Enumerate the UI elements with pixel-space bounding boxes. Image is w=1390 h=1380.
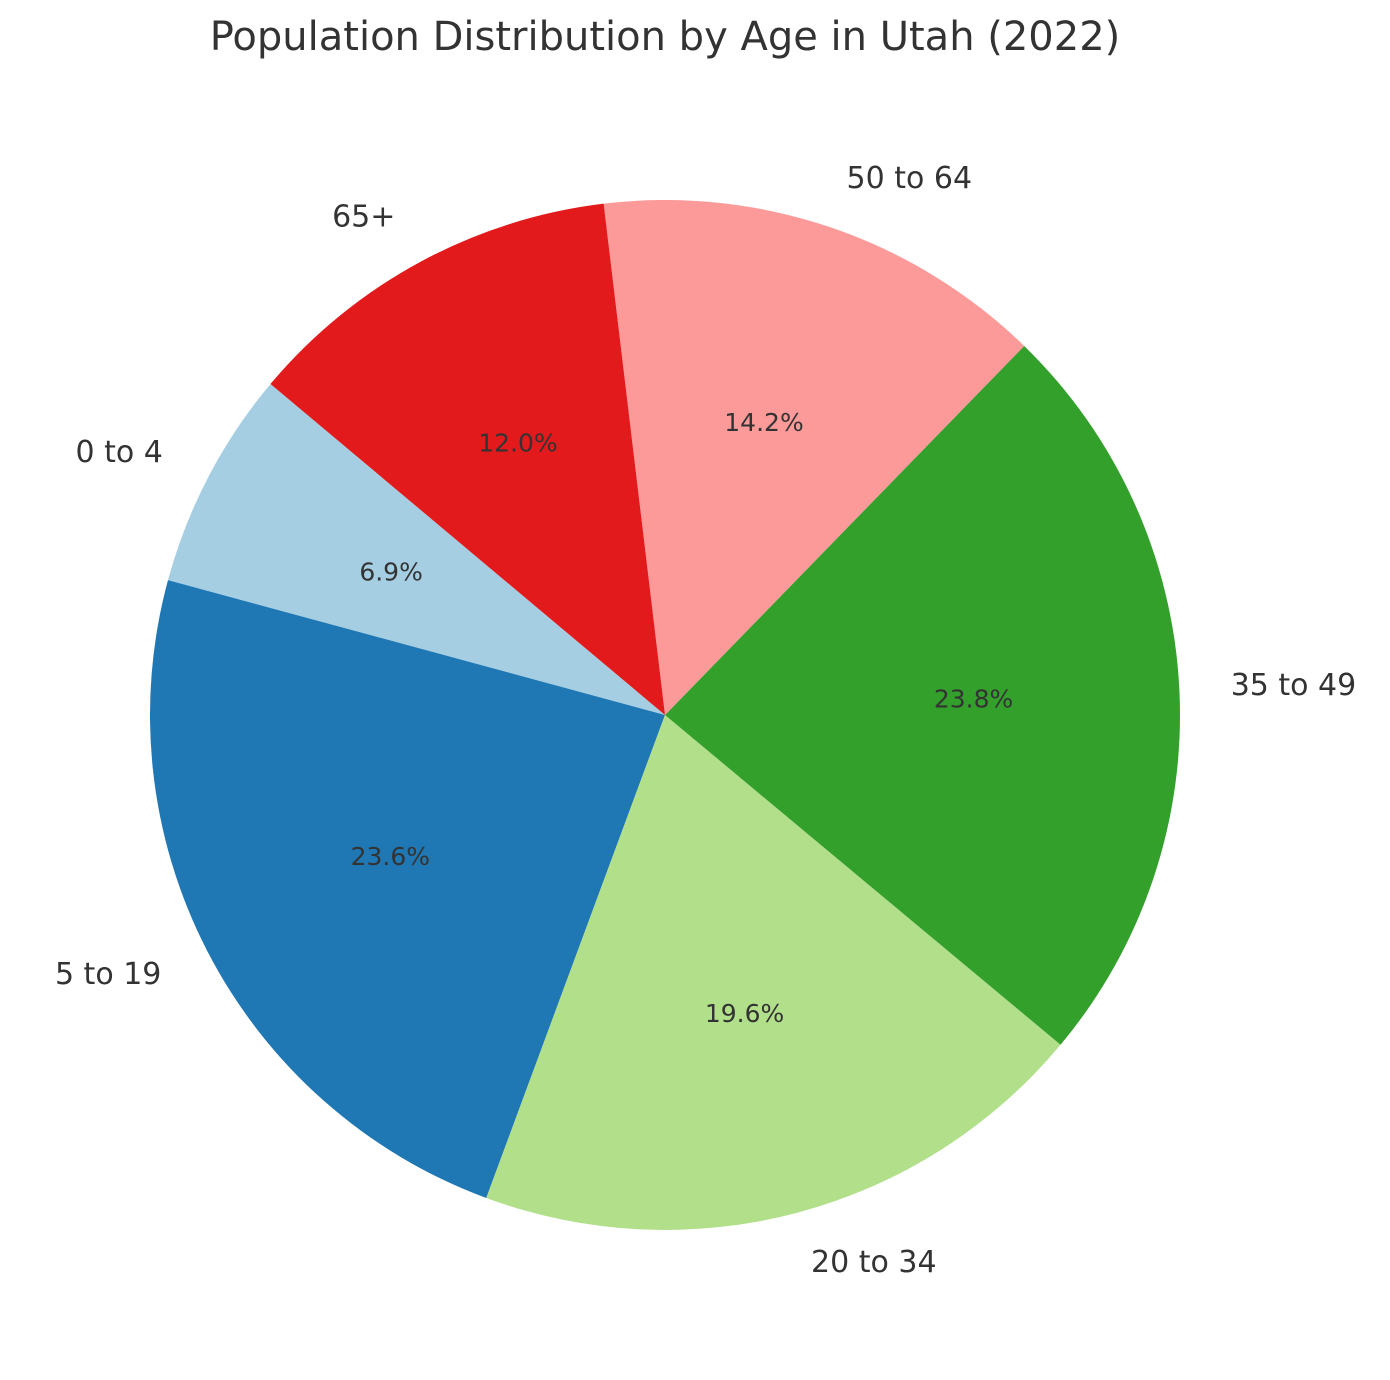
category-label: 0 to 4 — [76, 435, 163, 470]
pie-slice-5-to-19 — [149, 580, 666, 1198]
pie-slices — [149, 200, 1181, 1230]
category-label: 20 to 34 — [811, 1245, 937, 1280]
percent-label: 23.6% — [351, 842, 430, 871]
percent-label: 12.0% — [478, 429, 557, 458]
percent-label: 6.9% — [359, 557, 423, 586]
pie-slice-65 — [270, 203, 665, 716]
percent-labels: 6.9% 23.6% 19.6% 23.8% 14.2% 12.0% — [351, 408, 1014, 1028]
category-label: 50 to 64 — [847, 161, 973, 196]
percent-label: 19.6% — [705, 999, 784, 1028]
pie-slice-0-to-4 — [167, 383, 666, 715]
percent-label: 23.8% — [934, 685, 1013, 714]
category-label: 35 to 49 — [1231, 668, 1357, 703]
pie-slice-50-to-64 — [603, 200, 1025, 716]
pie-slice-20-to-34 — [486, 715, 1061, 1230]
category-label: 5 to 19 — [55, 957, 161, 992]
percent-label: 14.2% — [724, 408, 803, 437]
chart-title: Population Distribution by Age in Utah (… — [209, 14, 1121, 60]
pie-slice-35-to-49 — [665, 345, 1181, 1045]
category-label: 65+ — [332, 199, 395, 234]
category-labels: 0 to 4 5 to 19 20 to 34 35 to 49 50 to 64 65+ — [55, 161, 1356, 1280]
